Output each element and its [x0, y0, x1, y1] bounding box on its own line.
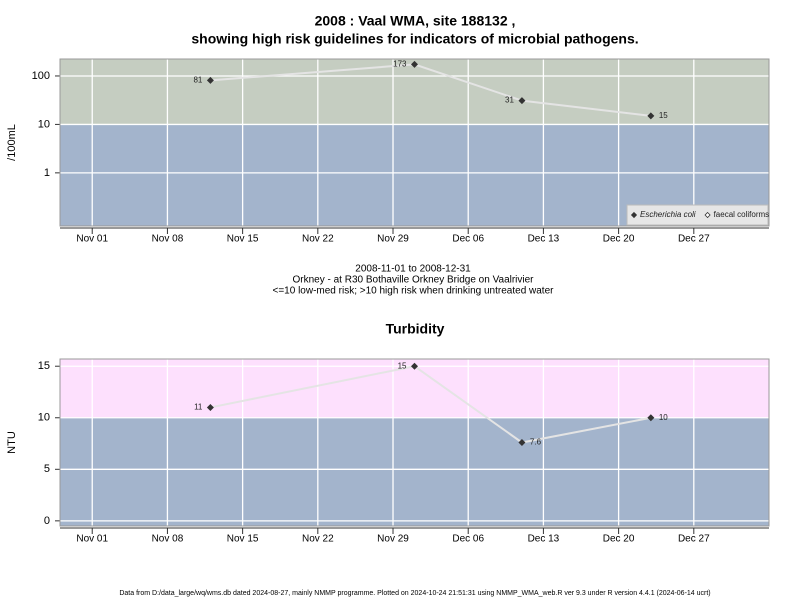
data-point	[206, 76, 214, 84]
data-label: 15	[398, 361, 407, 370]
legend-label: faecal coliforms	[714, 210, 770, 219]
x-tick-label: Nov 08	[152, 534, 184, 545]
x-tick-label: Dec 06	[452, 534, 484, 545]
data-point	[411, 362, 418, 370]
data-point	[518, 439, 526, 446]
y-tick-label: 5	[44, 463, 50, 475]
x-tick-label: Nov 22	[302, 234, 334, 245]
x-tick-label: Nov 29	[377, 234, 409, 245]
data-point	[647, 414, 655, 422]
data-label: 31	[505, 96, 514, 105]
x-tick-label: Dec 27	[678, 234, 710, 245]
x-tick-label: Dec 06	[452, 234, 484, 245]
data-point	[647, 112, 655, 120]
data-label: 81	[193, 76, 202, 85]
subtitle: 2008-11-01 to 2008-12-31	[355, 264, 471, 275]
x-tick-label: Dec 27	[678, 534, 710, 545]
low-risk-band	[60, 417, 769, 526]
data-label: 7.6	[530, 438, 542, 447]
y-tick-label: 0	[44, 515, 50, 527]
y-tick-label: 10	[38, 118, 50, 130]
footer: Data from D:/data_large/wq/wms.db dated …	[119, 590, 710, 597]
plot-frame	[59, 358, 770, 527]
x-tick-label: Dec 20	[603, 534, 635, 545]
y-tick-label: 15	[38, 360, 50, 372]
y-tick-label: 10	[38, 412, 50, 424]
data-label: 15	[659, 111, 668, 120]
chart-title: Turbidity	[386, 321, 445, 337]
data-point	[411, 60, 418, 68]
x-tick-label: Nov 01	[76, 534, 108, 545]
legend-label: Escherichia coli	[640, 210, 696, 219]
y-tick-label: 100	[32, 70, 50, 82]
data-label: 173	[393, 60, 407, 69]
legend-marker	[704, 211, 711, 219]
x-tick-label: Dec 13	[528, 234, 560, 245]
data-point	[206, 403, 214, 411]
x-tick-label: Nov 15	[227, 534, 259, 545]
data-point	[518, 97, 526, 105]
series-line	[210, 365, 652, 444]
data-label: 10	[659, 413, 668, 422]
y-axis-label: NTU	[6, 431, 18, 454]
subtitle: Orkney - at R30 Bothaville Orkney Bridge…	[292, 275, 534, 286]
x-tick-label: Nov 15	[227, 234, 259, 245]
x-tick-label: Nov 08	[152, 234, 184, 245]
x-tick-label: Nov 29	[377, 534, 409, 545]
legend-box	[626, 204, 769, 226]
legend-marker	[630, 211, 638, 219]
chart-title: 2008 : Vaal WMA, site 188132 ,	[315, 13, 516, 29]
data-label: 11	[194, 403, 203, 412]
subtitle: <=10 low-med risk; >10 high risk when dr…	[273, 286, 555, 297]
x-tick-label: Nov 22	[302, 534, 334, 545]
chart-title: showing high risk guidelines for indicat…	[191, 31, 638, 47]
plot-frame	[59, 58, 770, 227]
x-tick-label: Nov 01	[76, 234, 108, 245]
x-tick-label: Dec 20	[603, 234, 635, 245]
y-tick-label: 1	[44, 167, 50, 179]
series-line	[210, 63, 651, 117]
x-tick-label: Dec 13	[528, 534, 560, 545]
y-axis-label: /100mL	[6, 124, 18, 161]
